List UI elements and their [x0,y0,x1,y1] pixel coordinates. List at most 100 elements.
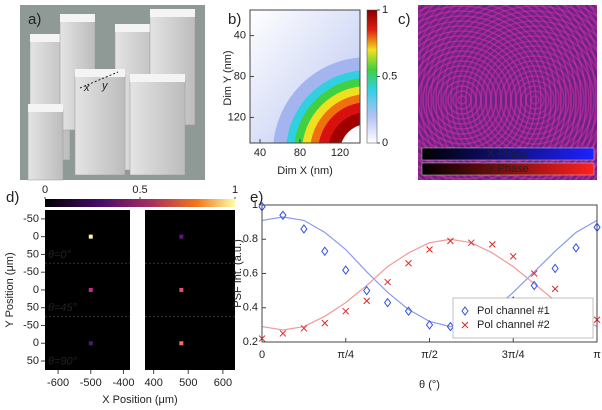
legend-marker [461,306,469,316]
data-point [300,224,308,234]
y-tick-label: 50 [27,355,39,367]
phase-ring [418,5,567,180]
legend-marker [461,321,469,329]
data-point [446,321,455,332]
phase-ring [425,5,597,180]
phase-ring [540,5,587,180]
y-tick-label: 0 [33,284,39,296]
panel-label: c) [398,11,411,28]
colorbar [366,9,378,144]
x-tick-label: π/4 [337,349,354,361]
y-tick-label: 1 [252,199,258,211]
data-point [279,330,287,337]
y-tick-label: -50 [23,319,39,331]
x-tick-label: 3π/4 [502,349,525,361]
legend-label: Pol channel #2 [477,319,550,331]
data-point [384,278,391,286]
data-point [551,285,559,293]
colorbar-tick-label: 0.5 [382,70,397,82]
psf-spot [179,341,184,346]
panel-label: a) [28,11,41,28]
legend-box [452,297,594,339]
x-axis-label: X Position (μm) [102,394,177,406]
colorbar-tick-label: 1 [232,184,238,196]
data-point [279,210,287,221]
phase-ring [420,5,597,180]
fit-line [261,238,598,331]
pillar [27,109,64,181]
phase-ring [450,15,597,180]
y-tick-label: 120 [228,111,246,123]
angle-label: θ=45° [48,302,78,314]
phase-ring [418,55,507,145]
annotation: x [83,82,90,94]
y-tick-label: 0.8 [243,233,258,245]
data-point [551,263,559,274]
data-point [530,280,538,291]
phase-ring [418,5,562,180]
psf-spot [179,287,184,292]
heatmap [273,57,360,143]
phase-ring [455,20,597,180]
y-tick-label: 80 [234,70,246,82]
y-axis-label: Y Position (μm) [4,252,16,327]
phase-ring [532,5,582,180]
data-point [363,285,371,296]
data-point [300,324,308,332]
phase-ring [430,5,597,180]
annotation: Y Phase [487,163,528,175]
pillar-top [60,14,95,22]
panel-label: e) [250,189,263,206]
data-point [467,239,475,247]
x-tick-label: 500 [179,377,197,389]
x-tick-label: π [593,349,601,361]
y-tick-label: 50 [27,302,39,314]
psf-spot [88,341,93,346]
x-tick-label: 40 [254,147,266,159]
angle-label: θ=90° [48,356,78,368]
heatmap-band [341,125,360,143]
phase-ring [555,5,597,180]
pillar [129,79,186,176]
psf-spot [88,287,93,292]
annotation: X Phase [487,148,529,160]
data-point [405,259,412,267]
image-panel [45,210,130,370]
x-tick-label: π/2 [421,349,438,361]
phase-ring [422,60,502,140]
pillar-top [130,74,185,82]
y-axis-label: Dim Y (nm) [222,50,234,105]
y-axis-label: PSF Int. (a.u.) [232,239,244,307]
psf-spot [179,234,184,239]
pillar [74,74,126,176]
data-point [509,253,517,260]
phase-ring [523,5,577,180]
x-phase-bar [421,147,595,161]
x-axis-label: Dim X (nm) [277,165,333,177]
angle-label: θ=0° [48,249,72,261]
data-point [426,246,433,253]
y-tick-label: -50 [23,266,39,278]
pillar-top [75,69,125,77]
pillar-top [150,9,195,17]
colorbar [45,199,235,207]
data-point [530,270,538,277]
phase-ring [490,55,580,145]
data-point [447,237,454,245]
phase-ring [513,5,572,180]
data-point [363,297,371,305]
phase-ring [418,15,547,180]
x-tick-label: -600 [47,377,69,389]
phase-ring [548,5,592,180]
x-tick-label: 0 [259,349,265,361]
pillar-top [115,24,160,32]
y-tick-label: -50 [23,213,39,225]
annotation: y [101,80,109,92]
phase-ring [495,60,575,140]
x-tick-label: 600 [214,377,232,389]
data-point [425,320,434,330]
dim-marker [79,71,119,89]
y-tick-label: 0 [33,337,39,349]
